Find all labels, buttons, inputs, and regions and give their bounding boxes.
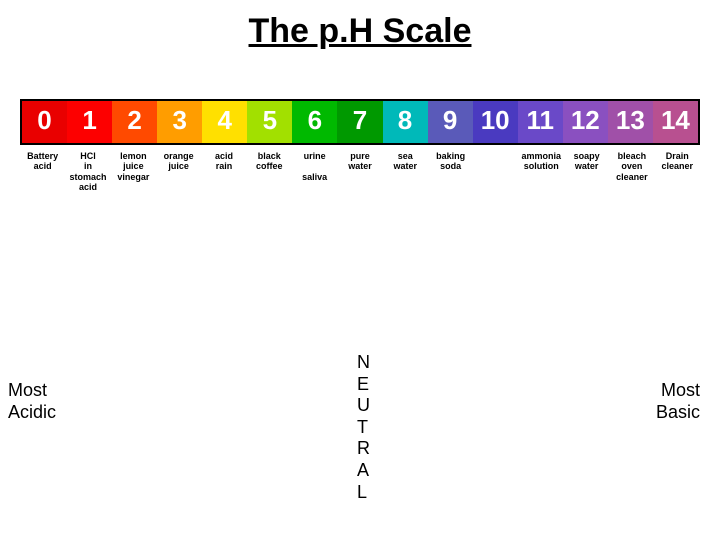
ph-cell-0: 0 <box>22 101 67 143</box>
ph-label-9: bakingsoda <box>428 151 473 192</box>
ph-cell-7: 7 <box>337 101 382 143</box>
most-basic-label: Most Basic <box>656 380 700 423</box>
ph-cell-6: 6 <box>292 101 337 143</box>
most-acidic-line1: Most <box>8 380 56 402</box>
most-acidic-line2: Acidic <box>8 402 56 424</box>
ph-cell-13: 13 <box>608 101 653 143</box>
neutral-letter: T <box>357 417 370 439</box>
ph-cell-3: 3 <box>157 101 202 143</box>
ph-label-4: acidrain <box>201 151 246 192</box>
neutral-letter: L <box>357 482 370 504</box>
most-basic-line2: Basic <box>656 402 700 424</box>
ph-label-13: bleachovencleaner <box>609 151 654 192</box>
ph-cell-12: 12 <box>563 101 608 143</box>
ph-label-14: Draincleaner <box>655 151 700 192</box>
neutral-letter: R <box>357 438 370 460</box>
ph-examples-row: BatteryacidHClinstomachacidlemon juicevi… <box>20 151 700 192</box>
ph-cell-5: 5 <box>247 101 292 143</box>
ph-label-10 <box>473 151 518 192</box>
neutral-letter: N <box>357 352 370 374</box>
ph-cell-10: 10 <box>473 101 518 143</box>
ph-color-bar: 01234567891011121314 <box>20 99 700 145</box>
neutral-letter: U <box>357 395 370 417</box>
ph-label-6: urine saliva <box>292 151 337 192</box>
ph-cell-1: 1 <box>67 101 112 143</box>
ph-cell-8: 8 <box>383 101 428 143</box>
most-basic-line1: Most <box>656 380 700 402</box>
ph-cell-14: 14 <box>653 101 698 143</box>
ph-label-1: HClinstomachacid <box>65 151 110 192</box>
ph-label-3: orange juice <box>156 151 201 192</box>
neutral-vertical-label: NEUTRAL <box>357 352 370 503</box>
ph-label-0: Batteryacid <box>20 151 65 192</box>
ph-cell-11: 11 <box>518 101 563 143</box>
scale-container: 01234567891011121314 BatteryacidHClinsto… <box>20 99 700 192</box>
ph-cell-2: 2 <box>112 101 157 143</box>
ph-label-8: seawater <box>383 151 428 192</box>
most-acidic-label: Most Acidic <box>8 380 56 423</box>
ph-cell-4: 4 <box>202 101 247 143</box>
ph-cell-9: 9 <box>428 101 473 143</box>
ph-label-11: ammoniasolution <box>519 151 564 192</box>
ph-label-5: blackcoffee <box>247 151 292 192</box>
ph-label-2: lemon juicevinegar <box>111 151 156 192</box>
neutral-letter: E <box>357 374 370 396</box>
ph-label-12: soapywater <box>564 151 609 192</box>
page-title: The p.H Scale <box>0 12 720 51</box>
ph-label-7: purewater <box>337 151 382 192</box>
ph-scale-infographic: The p.H Scale 01234567891011121314 Batte… <box>0 12 720 552</box>
neutral-letter: A <box>357 460 370 482</box>
